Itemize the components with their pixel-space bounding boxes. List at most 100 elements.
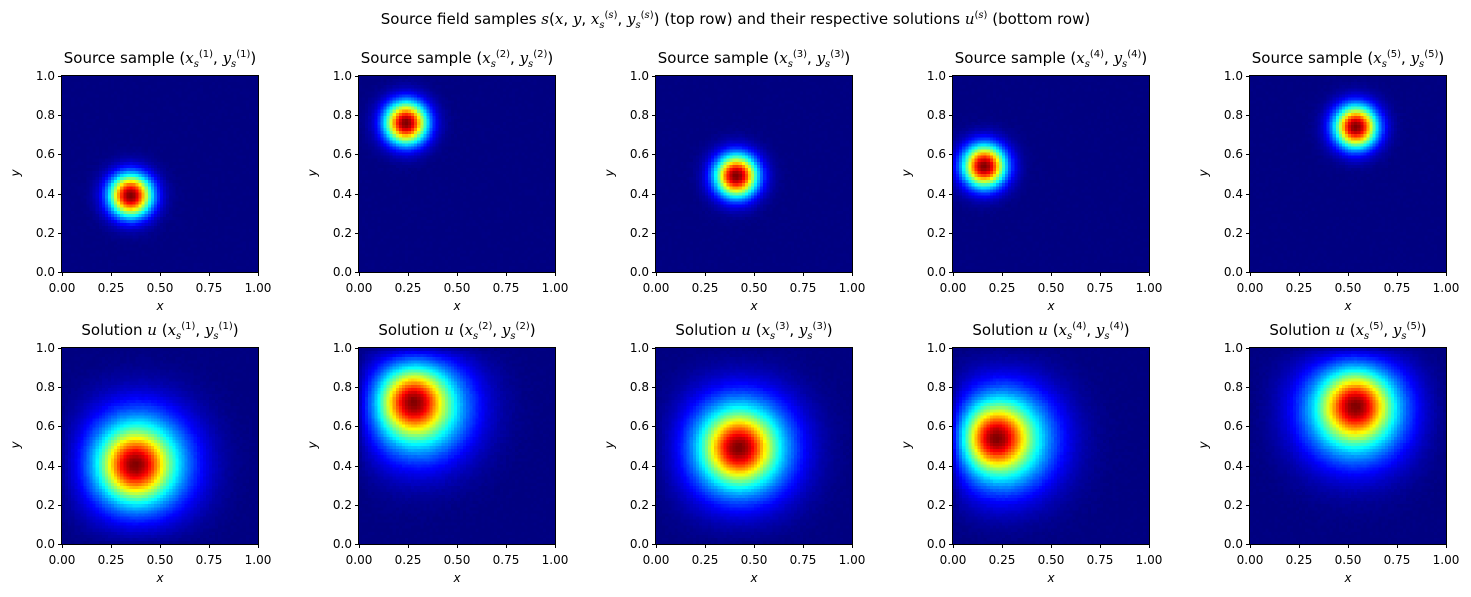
y-axis-label: y [9,169,23,176]
x-tick-mark [754,544,755,548]
heatmap [953,348,1149,544]
x-tick-mark [209,272,210,276]
x-tick-label: 0.75 [1087,553,1114,567]
x-axis-label: x [62,571,258,585]
x-axis-label: x [1250,299,1446,313]
x-tick-label: 0.75 [1087,281,1114,295]
heatmap [656,76,852,272]
y-tick-label: 0.2 [333,226,352,240]
y-tick-label: 1.0 [927,69,946,83]
y-tick-label: 0.0 [1224,265,1243,279]
x-tick-mark [1250,544,1251,548]
x-tick-label: 1.00 [542,281,569,295]
panel-index: 5 [1410,321,1416,332]
y-tick-label: 1.0 [36,341,55,355]
y-tick-mark [949,544,953,545]
y-tick-mark [652,76,656,77]
panel-title: Solution u (xs(2), ys(2)) [299,321,615,342]
y-tick-label: 0.8 [1224,108,1243,122]
panel-index: 3 [779,321,785,332]
bottom-panel-2: Solution u (xs(2), ys(2)) x y 0.00 0.25 0.5… [359,348,555,544]
x-tick-mark [1002,272,1003,276]
y-tick-mark [58,387,62,388]
y-tick-mark [58,544,62,545]
top-panel-5: Source sample (xs(5), ys(5)) x y 0.00 0.25… [1250,76,1446,272]
y-tick-mark [58,76,62,77]
panel-title-label: Solution [378,321,439,339]
y-axis-label: y [900,441,914,448]
x-label-text: x [750,571,757,585]
panel-title-label: Source sample [955,49,1066,67]
y-axis-label: y [603,169,617,176]
y-tick-label: 1.0 [333,69,352,83]
y-tick-label: 0.6 [630,147,649,161]
y-tick-mark [355,466,359,467]
y-tick-label: 0.2 [630,498,649,512]
y-label-text: y [603,169,617,176]
x-tick-mark [160,544,161,548]
y-tick-label: 0.0 [630,265,649,279]
x-axis-label: x [359,571,555,585]
x-tick-label: 0.50 [147,281,174,295]
y-tick-mark [652,466,656,467]
top-panel-1: Source sample (xs(1), ys(1)) x y 0.00 0.25… [62,76,258,272]
bottom-panel-4: Solution u (xs(4), ys(4)) x y 0.00 0.25 0.5… [953,348,1149,544]
x-tick-mark [62,544,63,548]
x-label-text: x [453,299,460,313]
x-label-text: x [750,299,757,313]
x-tick-mark [1348,544,1349,548]
y-tick-label: 0.2 [333,498,352,512]
top-panel-2: Source sample (xs(2), ys(2)) x y 0.00 0.25… [359,76,555,272]
x-tick-mark [1051,272,1052,276]
y-tick-label: 0.2 [1224,498,1243,512]
panel-title: Source sample (xs(1), ys(1)) [2,49,318,70]
panel-title-label: Solution [675,321,736,339]
y-tick-label: 0.2 [36,498,55,512]
y-tick-label: 0.6 [1224,419,1243,433]
x-label-text: x [156,571,163,585]
panel-title: Solution u (xs(4), ys(4)) [893,321,1209,342]
y-tick-label: 0.6 [927,419,946,433]
x-tick-label: 0.00 [346,281,373,295]
heatmap [359,348,555,544]
heatmap [953,76,1149,272]
x-axis-label: x [62,299,258,313]
x-tick-mark [555,544,556,548]
x-tick-label: 1.00 [245,553,272,567]
x-axis-label: x [656,299,852,313]
title-math-source: s [541,10,549,28]
panel-title-label: Solution [81,321,142,339]
panel-index: 2 [500,49,506,60]
y-tick-mark [949,387,953,388]
x-tick-label: 0.50 [1335,281,1362,295]
x-tick-label: 0.00 [643,281,670,295]
y-tick-mark [355,194,359,195]
x-tick-label: 0.25 [395,281,422,295]
x-tick-label: 0.50 [444,281,471,295]
title-middle: (top row) and their respective solutions [659,10,964,28]
y-tick-mark [652,387,656,388]
x-axis-label: x [953,571,1149,585]
y-tick-mark [652,154,656,155]
y-tick-label: 0.6 [630,419,649,433]
y-tick-label: 0.6 [1224,147,1243,161]
y-tick-label: 0.4 [36,459,55,473]
y-tick-label: 0.6 [36,147,55,161]
x-tick-mark [457,272,458,276]
x-tick-mark [1100,272,1101,276]
panel-index: 5 [1391,49,1397,60]
panel-title: Source sample (xs(5), ys(5)) [1190,49,1471,70]
y-tick-mark [1246,544,1250,545]
x-tick-label: 0.25 [989,281,1016,295]
x-tick-label: 0.50 [741,281,768,295]
x-tick-mark [62,272,63,276]
y-label-text: y [306,169,320,176]
y-tick-label: 0.4 [927,187,946,201]
panel-index: 2 [537,49,543,60]
heatmap [62,76,258,272]
y-tick-label: 0.8 [36,380,55,394]
x-tick-mark [506,272,507,276]
y-tick-mark [58,348,62,349]
panel-index: 2 [482,321,488,332]
panel-index: 4 [1131,49,1137,60]
